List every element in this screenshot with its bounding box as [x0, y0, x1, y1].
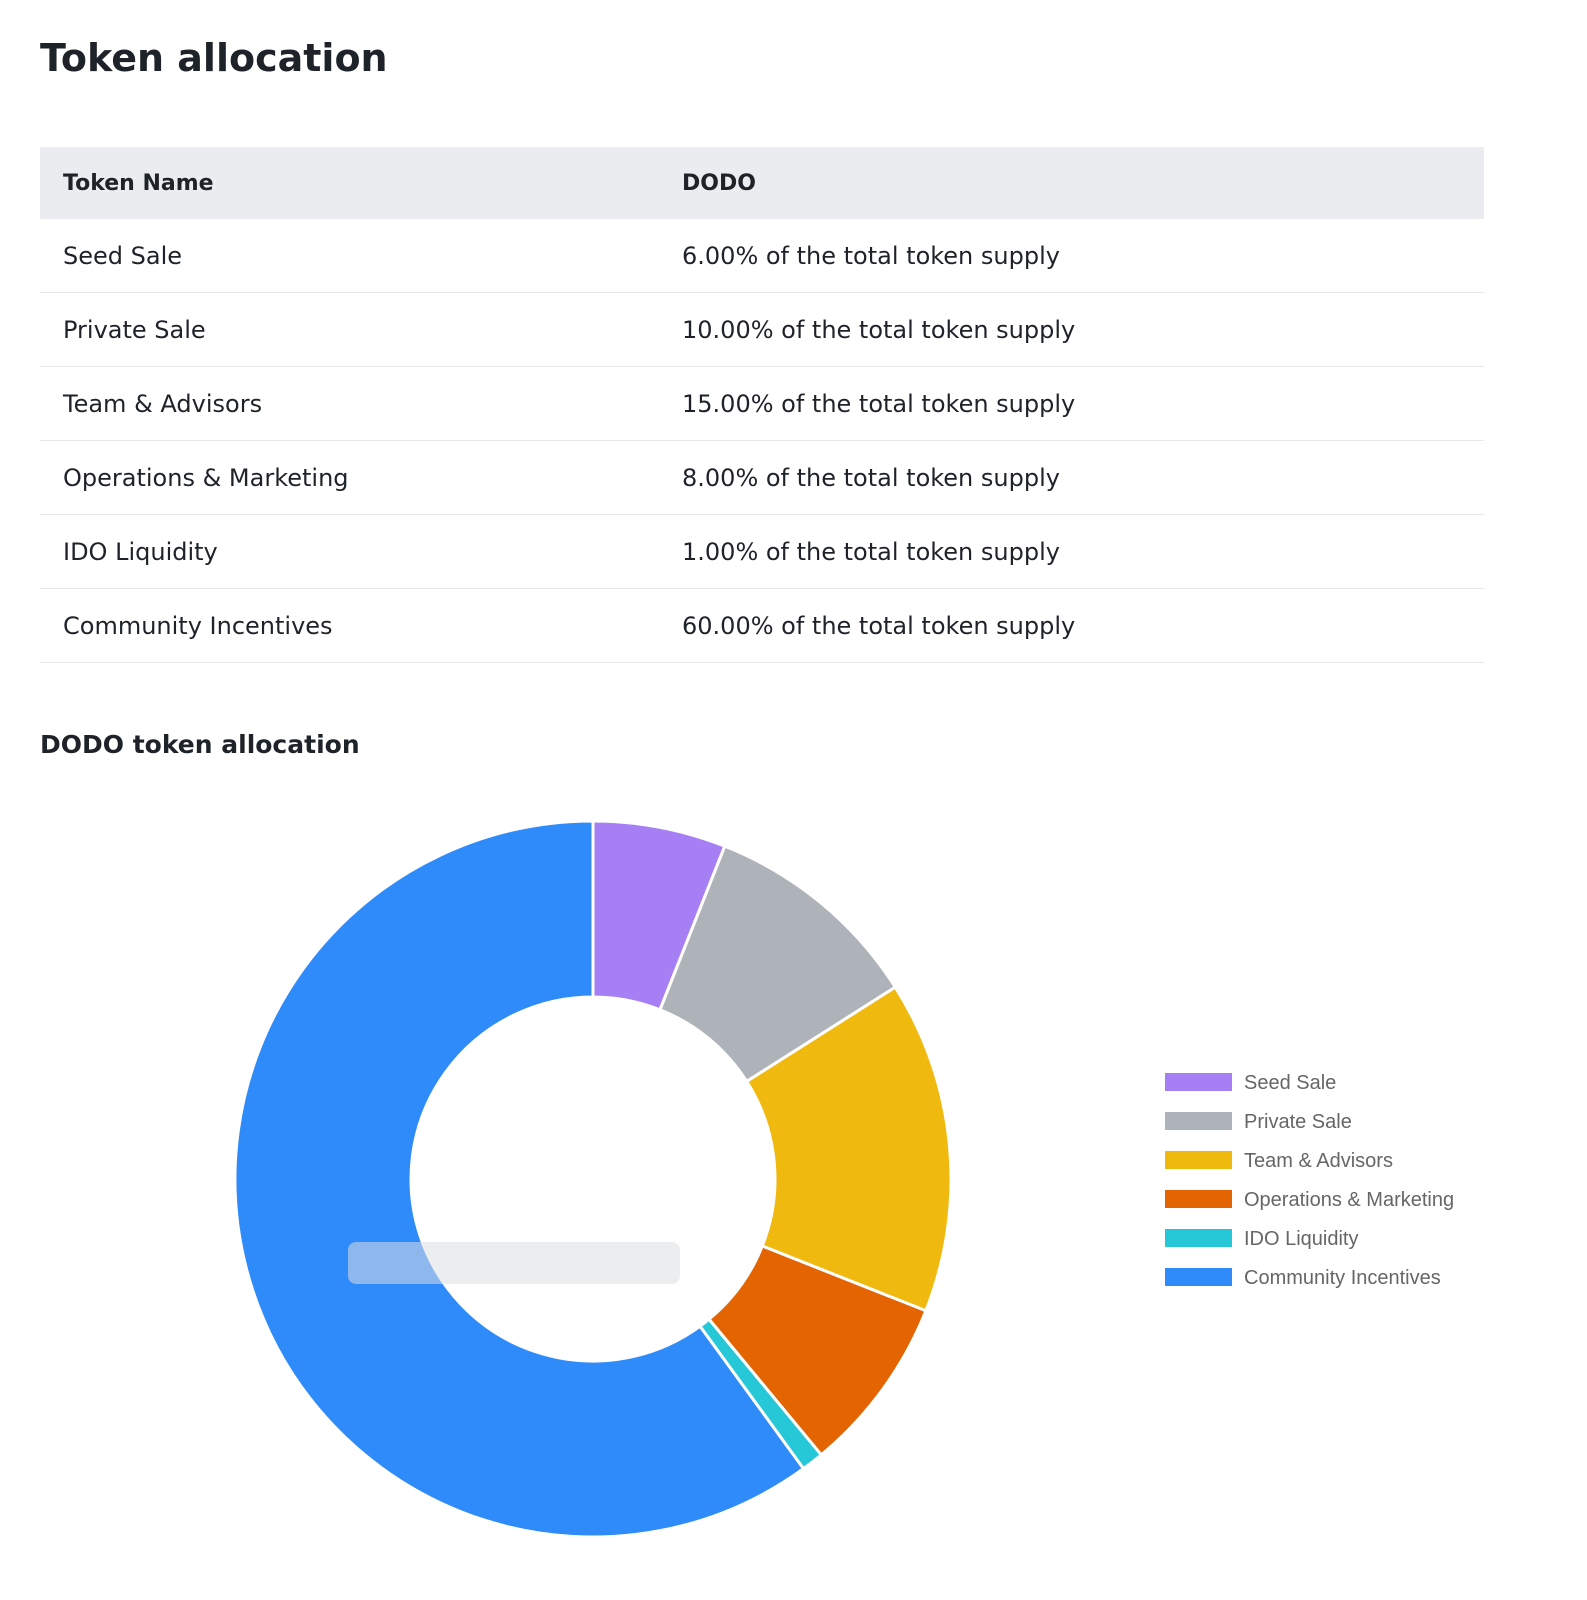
table-cell-allocation-name: Team & Advisors — [40, 366, 659, 441]
table-cell-allocation-name: Operations & Marketing — [40, 440, 659, 515]
chart-title: DODO token allocation — [40, 730, 360, 759]
table-row: Seed Sale 6.00% of the total token suppl… — [40, 219, 1484, 293]
slice-community-incentives[interactable] — [233, 819, 806, 1539]
column-header-dodo: DODO — [659, 147, 1484, 219]
chart-legend: Seed Sale Private Sale Team & Advisors Oper… — [1165, 1072, 1454, 1289]
legend-label-seed-sale[interactable]: Seed Sale — [1244, 1072, 1336, 1094]
table-cell-allocation-name: Seed Sale — [40, 219, 659, 293]
legend-swatch-operations-and-marketing[interactable] — [1165, 1190, 1232, 1208]
table-row: Operations & Marketing 8.00% of the tota… — [40, 440, 1484, 515]
token-allocation-table: Token Name DODO Seed Sale 6.00% of the t… — [40, 147, 1484, 663]
legend-swatch-team-and-advisors[interactable] — [1165, 1151, 1232, 1169]
column-header-token-name: Token Name — [40, 147, 659, 219]
table-row: Private Sale 10.00% of the total token s… — [40, 292, 1484, 367]
table-header-row: Token Name DODO — [40, 147, 1484, 219]
donut-chart: Seed Sale Private Sale Team & Advisors Oper… — [233, 819, 1454, 1539]
legend-swatch-private-sale[interactable] — [1165, 1112, 1232, 1130]
legend-label-ido-liquidity[interactable]: IDO Liquidity — [1244, 1228, 1359, 1250]
table-cell-allocation-name: Community Incentives — [40, 588, 659, 663]
legend-label-private-sale[interactable]: Private Sale — [1244, 1111, 1352, 1133]
legend-swatch-community-incentives[interactable] — [1165, 1268, 1232, 1286]
legend-swatch-ido-liquidity[interactable] — [1165, 1229, 1232, 1247]
table-row: Community Incentives 60.00% of the total… — [40, 588, 1484, 663]
table-cell-allocation-name: IDO Liquidity — [40, 514, 659, 589]
legend-label-team-and-advisors[interactable]: Team & Advisors — [1244, 1150, 1393, 1172]
table-cell-allocation-share: 60.00% of the total token supply — [659, 588, 1484, 663]
table-row: IDO Liquidity 1.00% of the total token s… — [40, 514, 1484, 589]
legend-swatch-seed-sale[interactable] — [1165, 1073, 1232, 1091]
page-title: Token allocation — [40, 36, 388, 80]
donut-slices — [233, 819, 953, 1539]
table-cell-allocation-share: 15.00% of the total token supply — [659, 366, 1484, 441]
legend-label-community-incentives[interactable]: Community Incentives — [1244, 1267, 1441, 1289]
table-cell-allocation-share: 10.00% of the total token supply — [659, 292, 1484, 367]
table-cell-allocation-name: Private Sale — [40, 292, 659, 367]
slice-team-and-advisors[interactable] — [744, 985, 953, 1313]
table-cell-allocation-share: 6.00% of the total token supply — [659, 219, 1484, 293]
chart-tooltip — [348, 1242, 680, 1284]
table-cell-allocation-share: 8.00% of the total token supply — [659, 440, 1484, 515]
table-row: Team & Advisors 15.00% of the total toke… — [40, 366, 1484, 441]
table-cell-allocation-share: 1.00% of the total token supply — [659, 514, 1484, 589]
legend-label-operations-and-marketing[interactable]: Operations & Marketing — [1244, 1189, 1454, 1211]
